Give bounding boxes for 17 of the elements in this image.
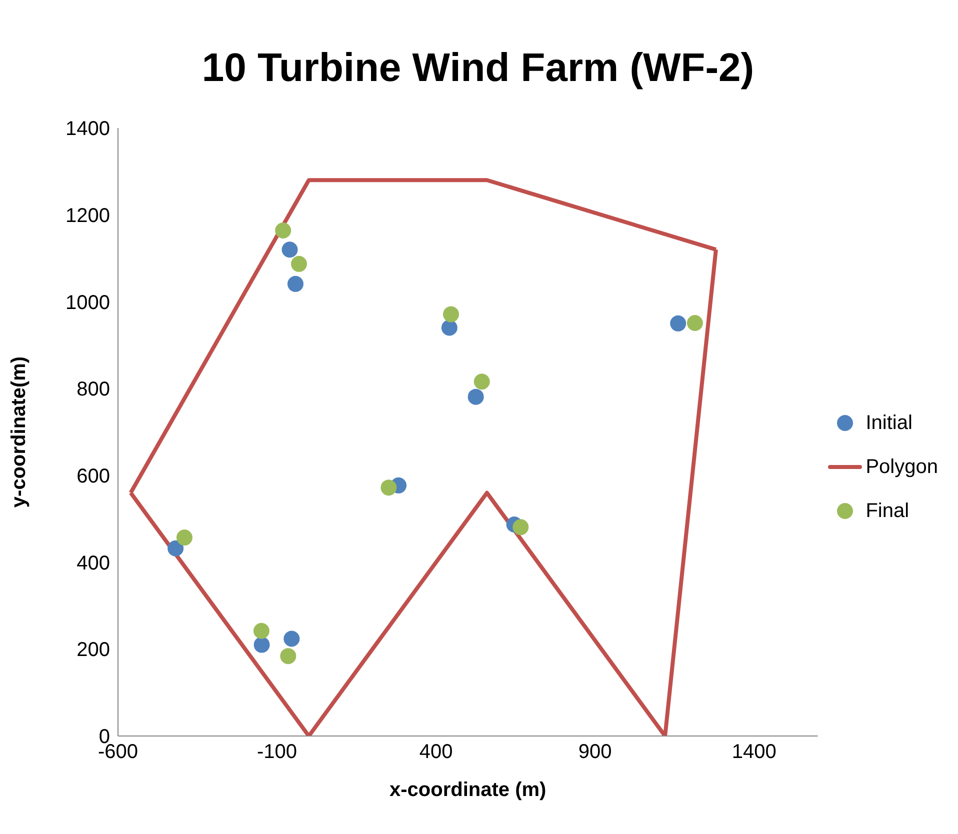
x-tick-label: -100 xyxy=(257,741,298,764)
x-tick-label: 900 xyxy=(578,741,612,764)
y-tick-label: 1400 xyxy=(66,118,110,140)
y-tick-label: 800 xyxy=(76,378,110,401)
legend-label: Polygon xyxy=(866,456,938,478)
legend-label: Initial xyxy=(866,412,912,434)
y-tick-label: 600 xyxy=(76,466,110,488)
chart-title: 10 Turbine Wind Farm (WF-2) xyxy=(200,45,756,92)
x-tick-label: 1400 xyxy=(732,741,776,764)
x-tick-label: 400 xyxy=(419,741,453,764)
y-tick-label: 200 xyxy=(76,639,110,662)
y-axis-title: y-coordinate(m) xyxy=(8,356,30,508)
y-tick-label: 1000 xyxy=(66,292,110,314)
x-axis-title: x-coordinate (m) xyxy=(390,779,546,801)
legend-label: Final xyxy=(866,500,910,522)
y-tick-label: 400 xyxy=(76,552,110,574)
y-tick-label: 1200 xyxy=(66,204,110,227)
